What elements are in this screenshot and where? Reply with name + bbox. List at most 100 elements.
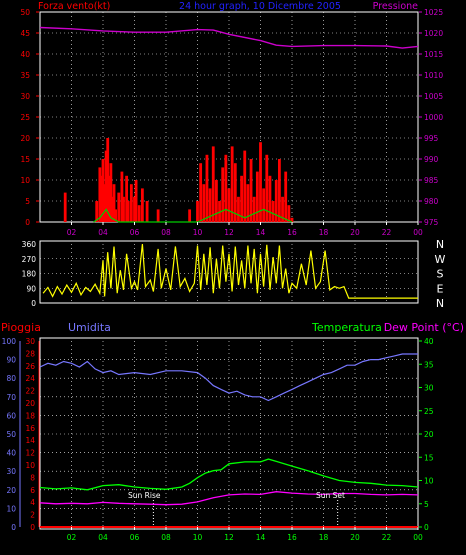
wind-direction-series [42, 243, 418, 299]
humidity-axis-tick: 30 [6, 467, 16, 476]
wind-speed-bar [145, 201, 149, 222]
wind-speed-bar [107, 175, 111, 222]
wind-speed-bar [134, 180, 138, 222]
x-tick-label: 12 [224, 228, 234, 237]
humidity-axis-tick: 10 [6, 504, 16, 513]
rain-axis-tick: 24 [25, 374, 35, 383]
x-tick-label: 22 [382, 533, 392, 542]
pressure-axis-tick: 995 [424, 134, 439, 143]
wind-speed-bar [249, 159, 253, 222]
wind-gust-line [93, 208, 293, 223]
x-tick-label: 04 [98, 228, 108, 237]
temperature-humidity-grid [40, 341, 418, 527]
temperature-axis-tick: 20 [424, 430, 434, 439]
wind-speed-bar [284, 171, 288, 222]
temperature-axis-tick: 10 [424, 477, 434, 486]
temperature-line [39, 458, 419, 491]
wind-speed-bar [140, 188, 144, 222]
compass-label: S [437, 268, 444, 281]
temperature-label: Temperatura [311, 321, 382, 334]
pressure-line [39, 26, 419, 49]
wind-speed-bar [98, 167, 102, 222]
x-tick-label: 10 [193, 533, 203, 542]
wind-speed-bar [196, 201, 199, 222]
temperature-axis-tick: 5 [424, 500, 429, 509]
humidity-axis-tick: 0 [11, 523, 16, 532]
x-tick-label: 08 [161, 228, 171, 237]
wind-pressure-grid [40, 12, 418, 222]
temperature-axis-tick: 15 [424, 453, 434, 462]
direction-axis-tick: 180 [22, 270, 37, 279]
x-tick-label: 02 [67, 228, 77, 237]
wind-axis-tick: 0 [25, 218, 30, 227]
x-tick-label: 08 [161, 533, 171, 542]
x-tick-label: 18 [319, 533, 329, 542]
wind-speed-bar [208, 188, 212, 222]
wind-speed-bar [133, 196, 136, 222]
wind-speed-bar [218, 201, 221, 222]
x-tick-label: 10 [193, 228, 203, 237]
wind-speed-bar [156, 209, 160, 222]
wind-speed-bar [290, 217, 294, 222]
wind-pressure-axes: 5045403530252015105010251020101510101005… [20, 8, 443, 237]
direction-axis-tick: 90 [26, 284, 36, 293]
wind-speed-bar [202, 184, 206, 222]
wind-speed-bar [224, 154, 228, 222]
dewpoint-label: Dew Point (°C) [384, 321, 464, 334]
pressure-axis-tick: 1010 [424, 71, 443, 80]
x-tick-label: 20 [350, 228, 360, 237]
wind-axis-tick: 20 [20, 134, 30, 143]
wind-label: Forza vento(kt) [38, 1, 110, 12]
wind-speed-bar [106, 138, 110, 222]
compass-label: W [435, 253, 446, 266]
wind-speed-bar [278, 159, 281, 222]
x-tick-label: 06 [130, 228, 140, 237]
wind-speed-bar [112, 184, 116, 222]
wind-axis-tick: 15 [20, 155, 30, 164]
graph-title: 24 hour graph, 10 Dicembre 2005 [179, 1, 341, 12]
humidity-axis-tick: 70 [6, 393, 16, 402]
wind-speed-bar [227, 188, 231, 222]
wind-speed-bar [111, 196, 114, 222]
wind-speed-bar [271, 201, 275, 222]
sun-rise-label: Sun Rise [128, 491, 161, 500]
pressure-axis-tick: 1005 [424, 92, 443, 101]
pressure-axis-tick: 985 [424, 176, 439, 185]
wind-speed-bar [125, 175, 129, 222]
wind-speed-bar [262, 188, 266, 222]
rain-axis-tick: 28 [25, 349, 35, 358]
wind-speed-bar [259, 142, 262, 222]
wind-speed-bar [233, 163, 237, 222]
wind-direction-frame [39, 240, 419, 304]
wind-speed-bar [100, 175, 103, 222]
wind-speed-bar [230, 146, 234, 222]
direction-axis-tick: 360 [22, 240, 37, 249]
wind-speed-bar [104, 150, 108, 222]
wind-speed-bar [95, 201, 99, 222]
dewpoint-line [39, 491, 419, 506]
wind-axis-tick: 25 [20, 113, 30, 122]
wind-direction-line [42, 243, 418, 299]
rain-axis-tick: 10 [25, 461, 35, 470]
x-tick-label: 00 [413, 533, 423, 542]
rain-axis-tick: 18 [25, 411, 35, 420]
pressure-axis-tick: 980 [424, 197, 439, 206]
wind-axis-tick: 45 [20, 29, 30, 38]
wind-speed-bar [240, 175, 243, 222]
wind-axis-tick: 30 [20, 92, 30, 101]
x-tick-label: 18 [319, 228, 329, 237]
humidity-axis-tick: 80 [6, 374, 16, 383]
rain-axis-tick: 16 [25, 424, 35, 433]
humidity-label: Umidita [68, 321, 111, 334]
rain-axis-tick: 4 [30, 498, 35, 507]
x-tick-label: 14 [256, 533, 266, 542]
pressure-axis-tick: 1015 [424, 50, 443, 59]
x-tick-label: 12 [224, 533, 234, 542]
rain-axis-tick: 6 [30, 486, 35, 495]
x-tick-label: 16 [287, 533, 297, 542]
wind-speed-bar [215, 180, 218, 222]
wind-axis-tick: 40 [20, 50, 30, 59]
x-tick-label: 02 [67, 533, 77, 542]
